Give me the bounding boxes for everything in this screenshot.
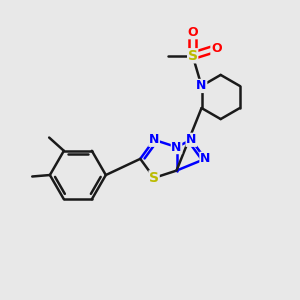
Text: N: N (171, 141, 182, 154)
Text: O: O (188, 26, 198, 39)
Text: S: S (149, 171, 159, 185)
Text: N: N (196, 80, 207, 92)
Text: S: S (188, 49, 198, 63)
Text: N: N (186, 133, 196, 146)
Text: O: O (211, 42, 222, 55)
Text: N: N (200, 152, 210, 165)
Text: N: N (149, 133, 159, 146)
